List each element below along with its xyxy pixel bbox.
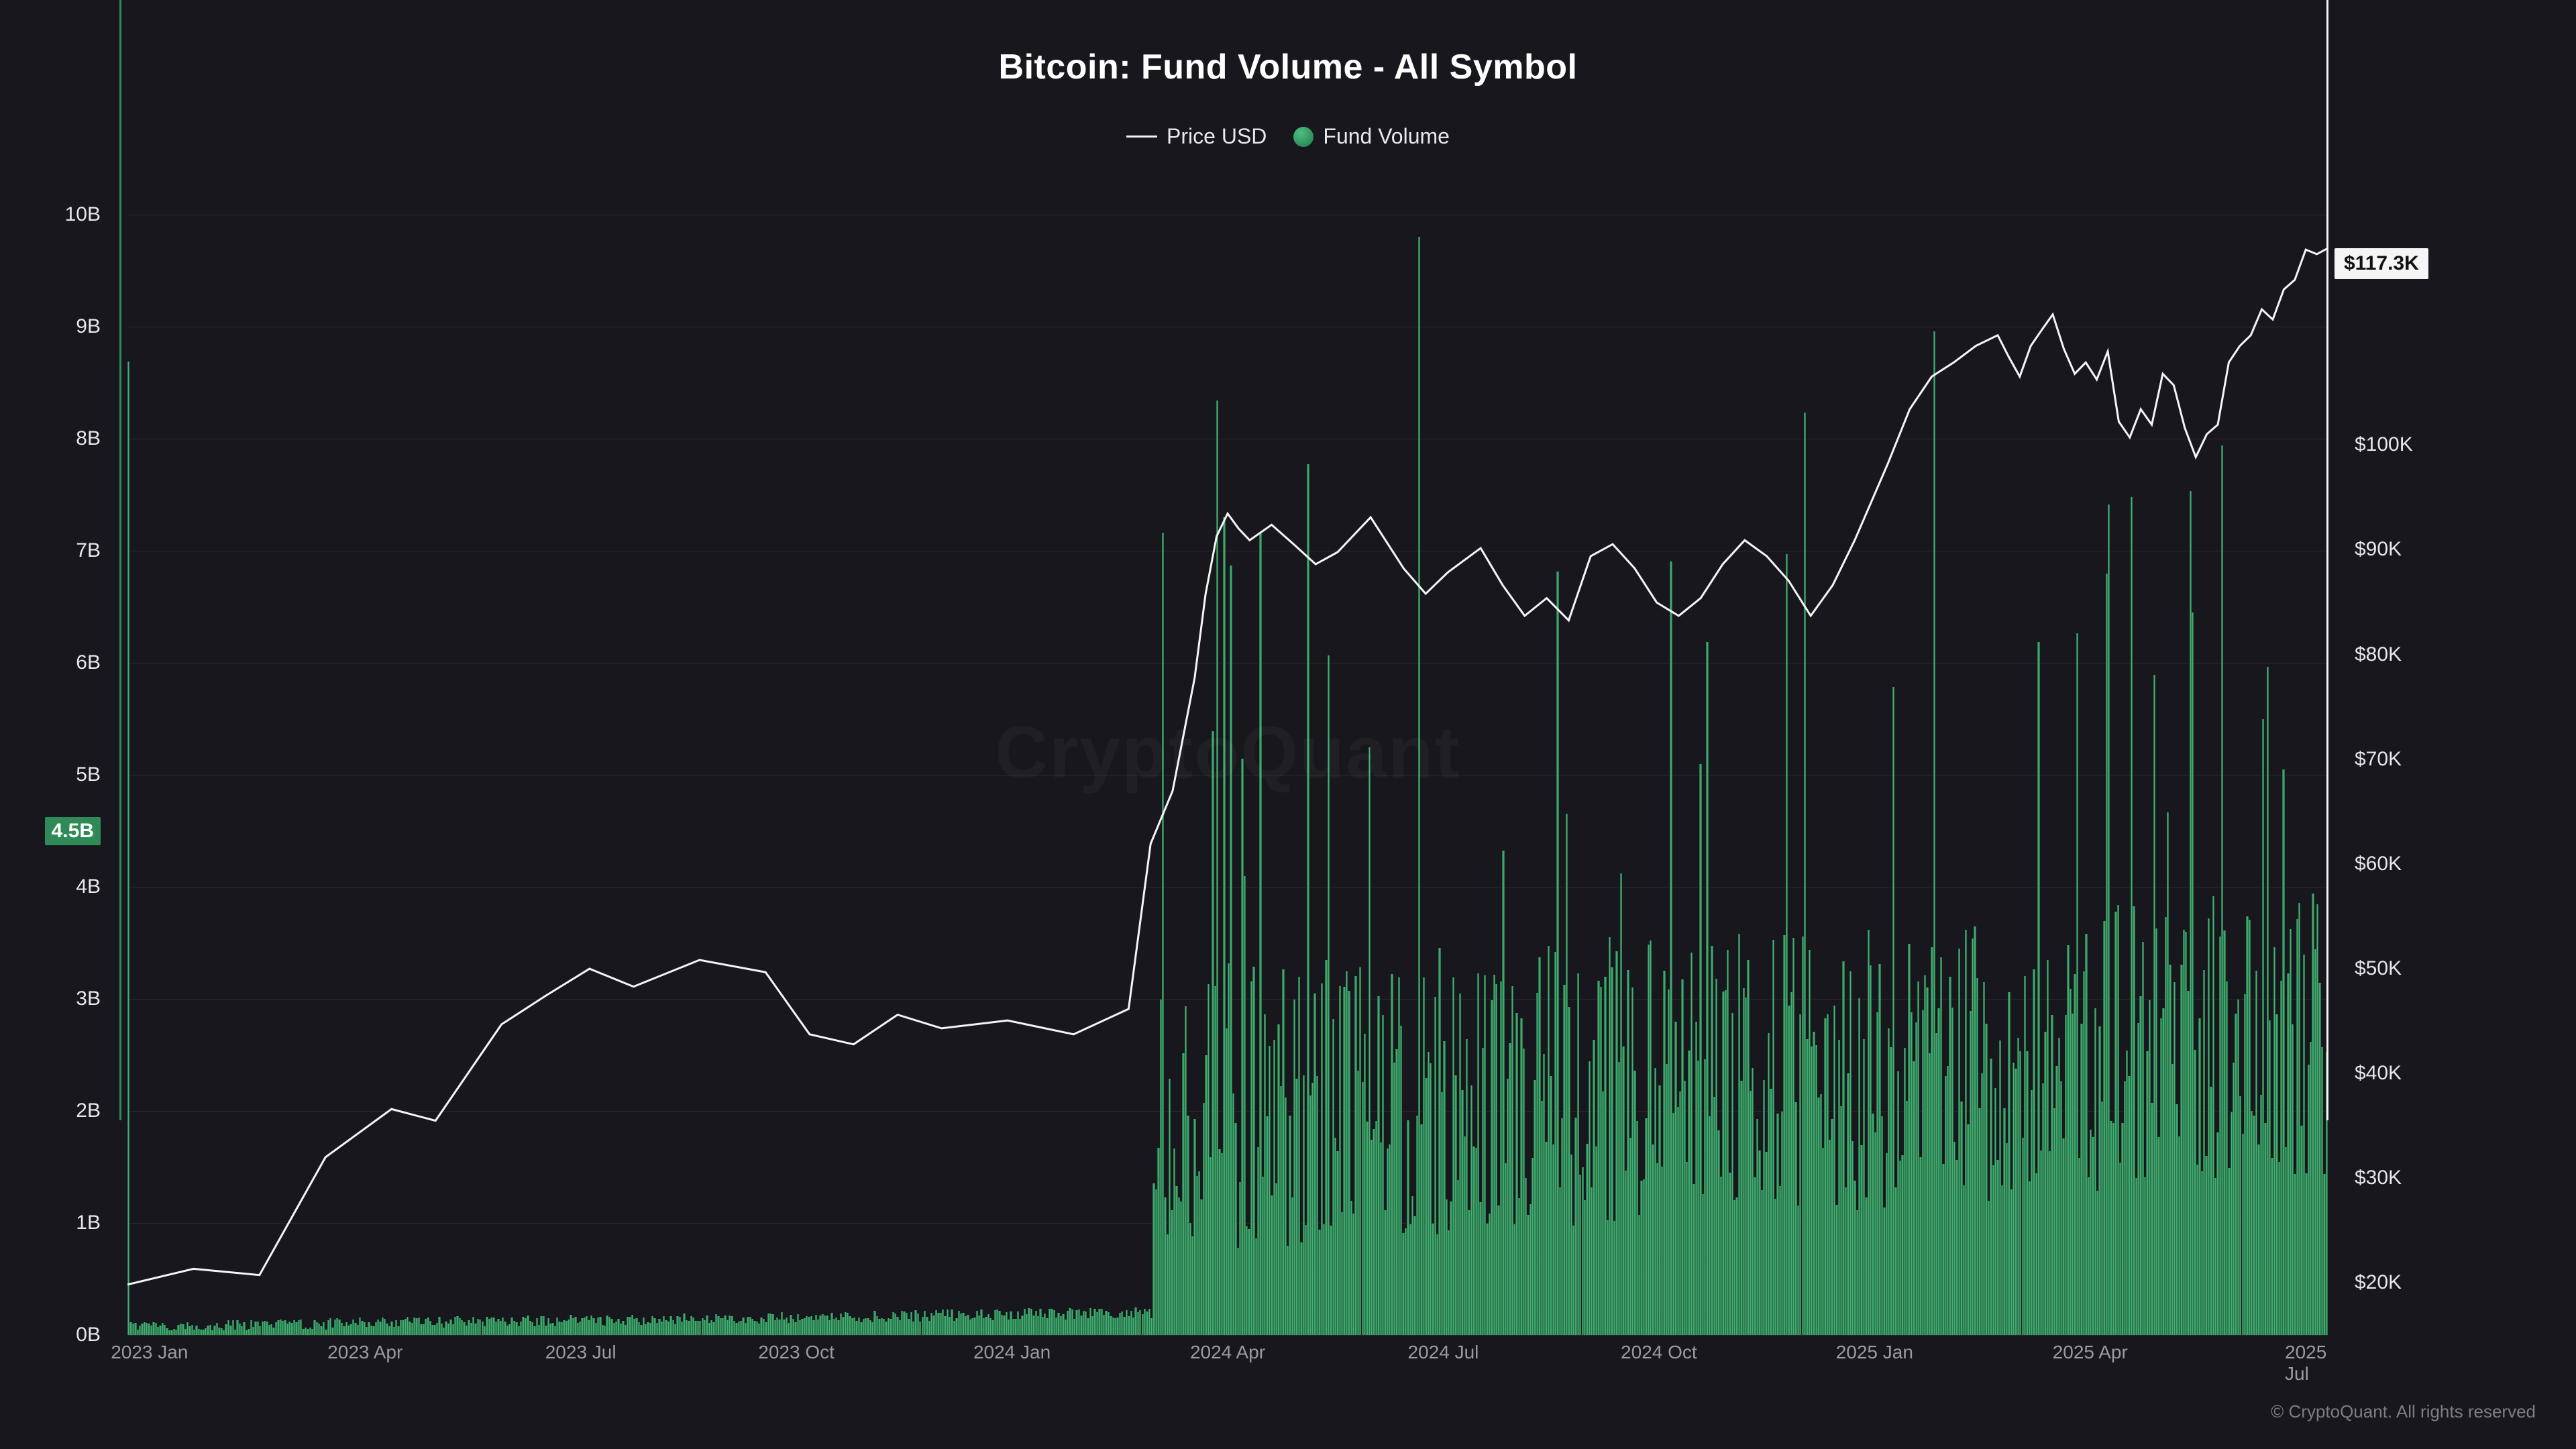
x-axis-tick-label: 2023 Jul: [545, 1342, 616, 1363]
y-axis-right-tick-label: $20K: [2355, 1271, 2402, 1294]
y-axis-tick-label: 8B: [76, 427, 101, 450]
legend-item-volume[interactable]: Fund Volume: [1293, 124, 1450, 149]
y-axis-tick-label: 0B: [76, 1324, 101, 1346]
legend-label-price: Price USD: [1167, 124, 1267, 149]
y-axis-right-tick-label: $100K: [2355, 433, 2413, 456]
y-axis-right-tick-label: $30K: [2355, 1167, 2402, 1189]
x-axis-tick-label: 2024 Jul: [1408, 1342, 1479, 1363]
y-axis-right-tick-label: $50K: [2355, 957, 2402, 980]
y-axis-right-tick-label: $40K: [2355, 1062, 2402, 1085]
x-axis-tick-label: 2024 Jan: [973, 1342, 1051, 1363]
plot-area: CryptoQuant: [127, 215, 2328, 1335]
y-axis-tick-label: 6B: [76, 651, 101, 674]
x-axis: 2023 Jan 2023 Apr 2023 Jul 2023 Oct 2024 Jan…: [127, 1335, 2328, 1375]
watermark-text: CryptoQuant: [995, 710, 1460, 795]
y-axis-tick-label: 1B: [76, 1212, 101, 1234]
y-axis-right: $20K $30K $40K $50K $60K $70K $80K $90K $100K $11…: [2328, 215, 2529, 1335]
x-axis-tick-label: 2024 Apr: [1190, 1342, 1265, 1363]
y-axis-left: 0B 1B 2B 3B 4B 4.5B 5B 6B 7B 8B 9B 10B: [0, 215, 121, 1335]
y-axis-right-tick-label: $90K: [2355, 538, 2402, 561]
y-axis-tick-label: 2B: [76, 1099, 101, 1122]
x-axis-tick-label: 2023 Oct: [758, 1342, 835, 1363]
x-axis-tick-label: 2025 Jan: [1836, 1342, 1913, 1363]
x-axis-tick-label: 2023 Jan: [111, 1342, 188, 1363]
x-axis-tick-label: 2023 Apr: [327, 1342, 402, 1363]
chart-container: Bitcoin: Fund Volume - All Symbol Price …: [0, 0, 2576, 1449]
x-axis-tick-label: 2025 Jul: [2285, 1342, 2326, 1385]
y-axis-highlight-label: 4.5B: [45, 817, 101, 845]
footer-text: © CryptoQuant. All rights reserved: [2271, 1401, 2536, 1422]
y-axis-tick-label: 4B: [76, 875, 101, 898]
y-axis-tick-label: 5B: [76, 763, 101, 786]
chart-legend: Price USD Fund Volume: [0, 124, 2576, 149]
chart-title: Bitcoin: Fund Volume - All Symbol: [0, 47, 2576, 87]
x-axis-tick-label: 2025 Apr: [2053, 1342, 2128, 1363]
y-axis-right-tick-label: $70K: [2355, 748, 2402, 771]
current-price-label: $117.3K: [2334, 248, 2428, 279]
legend-item-price[interactable]: Price USD: [1126, 124, 1267, 149]
y-axis-tick-label: 7B: [76, 539, 101, 562]
y-axis-right-tick-label: $60K: [2355, 853, 2402, 875]
price-line-swatch: [1126, 136, 1157, 138]
volume-dot-swatch: [1293, 127, 1313, 147]
x-axis-tick-label: 2024 Oct: [1621, 1342, 1697, 1363]
y-axis-tick-label: 3B: [76, 987, 101, 1010]
y-axis-tick-label: 10B: [65, 203, 101, 226]
y-axis-right-tick-label: $80K: [2355, 643, 2402, 666]
legend-label-volume: Fund Volume: [1323, 124, 1450, 149]
y-axis-tick-label: 9B: [76, 315, 101, 338]
